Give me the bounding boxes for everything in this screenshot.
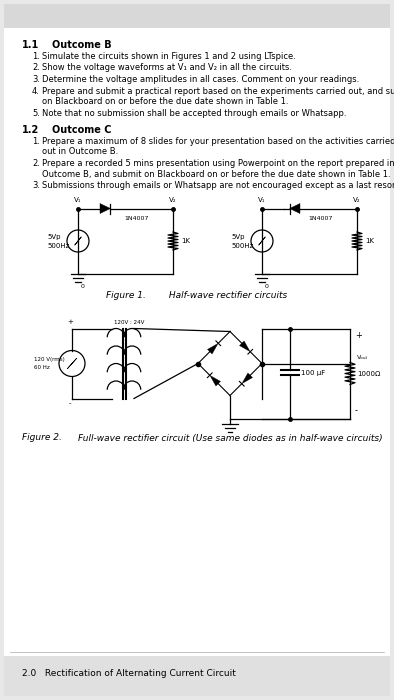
Polygon shape [100,204,110,214]
Text: 1.2: 1.2 [22,125,39,135]
Text: Figure 2.: Figure 2. [22,433,62,442]
Polygon shape [290,204,300,214]
Text: 120 V(rms): 120 V(rms) [34,357,65,362]
Text: Outcome B: Outcome B [52,40,112,50]
Text: 5Vp: 5Vp [231,234,245,240]
Text: Show the voltage waveforms at V₁ and V₂ in all the circuits.: Show the voltage waveforms at V₁ and V₂ … [42,64,292,73]
Text: 500Hz: 500Hz [231,243,253,249]
Text: Prepare a recorded 5 mins presentation using Powerpoint on the report prepared i: Prepare a recorded 5 mins presentation u… [42,159,394,168]
Text: +: + [67,319,73,326]
Text: 5Vp: 5Vp [47,234,61,240]
Text: 1N4007: 1N4007 [309,216,333,220]
Text: 1.: 1. [32,137,40,146]
Text: on Blackboard on or before the due date shown in Table 1.: on Blackboard on or before the due date … [42,97,288,106]
Text: out in Outcome B.: out in Outcome B. [42,148,118,157]
Text: Prepare and submit a practical report based on the experiments carried out, and : Prepare and submit a practical report ba… [42,87,394,95]
Text: 1N4007: 1N4007 [125,216,149,220]
Text: Note that no submission shall be accepted through emails or Whatsapp.: Note that no submission shall be accepte… [42,108,346,118]
Bar [4,656,390,696]
Text: 2.: 2. [32,64,40,73]
Text: +: + [355,332,362,340]
Text: 4.: 4. [32,87,40,95]
Polygon shape [210,375,221,386]
Text: Outcome B, and submit on Blackboard on or before the due date shown in Table 1.: Outcome B, and submit on Blackboard on o… [42,169,390,178]
Text: 2.: 2. [32,159,40,168]
Text: 5.: 5. [32,108,40,118]
Text: 0: 0 [81,284,85,288]
Text: Figure 1.        Half-wave rectifier circuits: Figure 1. Half-wave rectifier circuits [106,290,288,300]
Text: V₂: V₂ [169,197,177,204]
Text: Determine the voltage amplitudes in all cases. Comment on your readings.: Determine the voltage amplitudes in all … [42,75,359,84]
Text: 3.: 3. [32,75,40,84]
Text: Prepare a maximum of 8 slides for your presentation based on the activities carr: Prepare a maximum of 8 slides for your p… [42,137,394,146]
Text: V₂: V₂ [353,197,361,204]
Polygon shape [242,373,253,384]
Text: 1K: 1K [181,238,190,244]
Text: 1.: 1. [32,52,40,61]
Text: 2.0   Rectification of Alternating Current Circuit: 2.0 Rectification of Alternating Current… [22,669,236,678]
Text: Simulate the circuits shown in Figures 1 and 2 using LTspice.: Simulate the circuits shown in Figures 1… [42,52,296,61]
Text: Outcome C: Outcome C [52,125,112,135]
Text: 0: 0 [265,284,269,288]
Text: 100 μF: 100 μF [301,370,325,377]
Text: Submissions through emails or Whatsapp are not encouraged except as a last resor: Submissions through emails or Whatsapp a… [42,181,394,190]
Text: 3.: 3. [32,181,40,190]
Text: Full-wave rectifier circuit (Use same diodes as in half-wave circuits): Full-wave rectifier circuit (Use same di… [78,433,383,442]
Polygon shape [240,341,250,351]
Text: 1.1: 1.1 [22,40,39,50]
Text: 1000Ω: 1000Ω [357,370,380,377]
Text: 120V : 24V: 120V : 24V [114,321,144,326]
Text: V₁: V₁ [258,197,266,204]
Text: -: - [355,407,358,416]
Text: 500Hz: 500Hz [47,243,69,249]
Text: 60 Hz: 60 Hz [34,365,50,370]
Text: 1K: 1K [365,238,374,244]
Polygon shape [207,343,218,354]
Text: V₁: V₁ [74,197,82,204]
Text: -: - [69,400,71,407]
Text: Vₒᵤₜ: Vₒᵤₜ [357,355,368,360]
Bar [4,4,390,28]
